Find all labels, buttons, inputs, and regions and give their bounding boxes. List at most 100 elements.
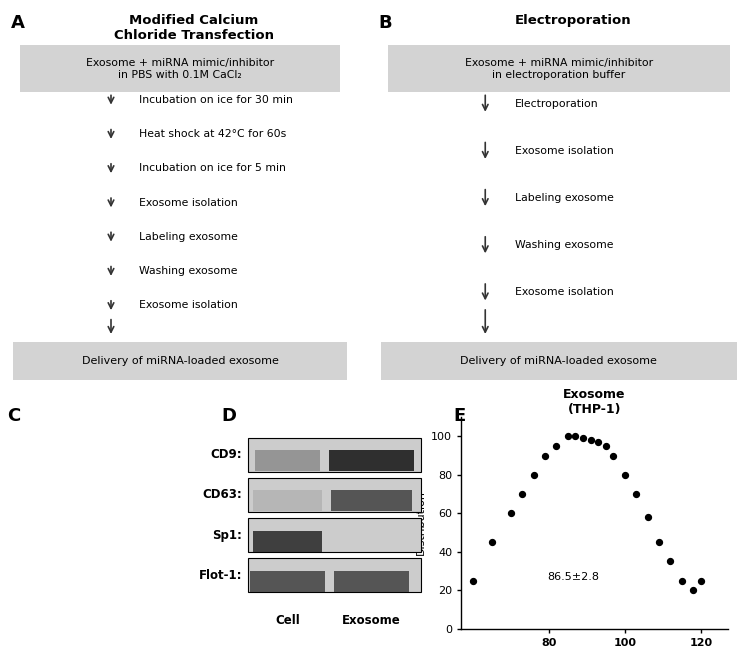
Circle shape — [145, 554, 160, 573]
Circle shape — [104, 482, 130, 513]
Text: 86.5±2.8: 86.5±2.8 — [548, 572, 599, 582]
Text: Exosome + miRNA mimic/inhibitor
in PBS with 0.1M CaCl₂: Exosome + miRNA mimic/inhibitor in PBS w… — [86, 58, 274, 79]
Point — [641, 512, 653, 522]
FancyBboxPatch shape — [250, 571, 325, 592]
FancyBboxPatch shape — [248, 478, 422, 512]
Text: CD63:: CD63: — [202, 489, 242, 501]
Point — [562, 431, 574, 442]
Y-axis label: Distribution: Distribution — [416, 491, 426, 555]
Point — [664, 556, 676, 567]
FancyBboxPatch shape — [255, 450, 320, 471]
Text: Incubation on ice for 30 min: Incubation on ice for 30 min — [139, 95, 292, 105]
Text: Modified Calcium
Chloride Transfection: Modified Calcium Chloride Transfection — [114, 14, 274, 42]
FancyBboxPatch shape — [20, 45, 340, 93]
Text: C: C — [8, 407, 21, 425]
Circle shape — [12, 442, 34, 469]
Text: Labeling exosome: Labeling exosome — [139, 232, 238, 242]
Text: Exosome isolation: Exosome isolation — [514, 287, 613, 297]
FancyBboxPatch shape — [331, 491, 412, 511]
Text: Heat shock at 42°C for 60s: Heat shock at 42°C for 60s — [139, 129, 286, 139]
Circle shape — [125, 553, 144, 576]
Point — [577, 433, 589, 444]
Circle shape — [81, 596, 90, 606]
Circle shape — [88, 465, 94, 473]
Circle shape — [133, 575, 160, 608]
FancyBboxPatch shape — [380, 342, 737, 380]
Text: Electroporation: Electroporation — [515, 14, 632, 27]
Circle shape — [88, 458, 96, 468]
Point — [550, 441, 562, 451]
Circle shape — [135, 465, 162, 496]
Circle shape — [21, 504, 32, 518]
Point — [676, 575, 688, 586]
Circle shape — [153, 518, 174, 544]
Circle shape — [34, 563, 60, 592]
Text: CD9:: CD9: — [211, 448, 242, 461]
Circle shape — [33, 487, 40, 496]
FancyBboxPatch shape — [248, 438, 422, 472]
Circle shape — [160, 550, 180, 575]
Circle shape — [161, 569, 181, 592]
Circle shape — [112, 503, 125, 517]
Circle shape — [137, 464, 145, 473]
Text: Exosome isolation: Exosome isolation — [139, 301, 237, 310]
Circle shape — [33, 565, 49, 583]
Text: Labeling exosome: Labeling exosome — [514, 193, 613, 203]
Text: A: A — [11, 14, 25, 32]
Circle shape — [129, 503, 145, 522]
Point — [600, 441, 612, 451]
Point — [486, 537, 498, 547]
Circle shape — [68, 503, 82, 521]
Circle shape — [148, 601, 167, 624]
FancyBboxPatch shape — [13, 342, 347, 380]
Point — [694, 575, 706, 586]
Circle shape — [135, 530, 145, 541]
Circle shape — [68, 506, 77, 518]
FancyBboxPatch shape — [388, 45, 730, 93]
Circle shape — [97, 519, 112, 538]
Text: E: E — [454, 407, 466, 425]
Circle shape — [113, 602, 132, 625]
Text: Washing exosome: Washing exosome — [139, 266, 237, 276]
Circle shape — [74, 467, 101, 500]
Point — [505, 508, 517, 518]
Circle shape — [26, 585, 38, 599]
Circle shape — [75, 532, 97, 557]
Circle shape — [62, 453, 88, 485]
FancyBboxPatch shape — [248, 518, 422, 552]
Circle shape — [144, 468, 152, 477]
Circle shape — [118, 519, 136, 542]
Point — [569, 431, 581, 442]
Circle shape — [75, 583, 98, 610]
FancyBboxPatch shape — [254, 491, 322, 511]
Text: Delivery of miRNA-loaded exosome: Delivery of miRNA-loaded exosome — [460, 356, 657, 366]
Point — [466, 575, 478, 586]
Text: Exosome isolation: Exosome isolation — [139, 198, 237, 208]
Text: Exosome isolation: Exosome isolation — [514, 146, 613, 156]
FancyBboxPatch shape — [254, 530, 322, 551]
Point — [608, 450, 619, 461]
Circle shape — [31, 533, 44, 549]
Circle shape — [164, 553, 176, 568]
Text: B: B — [379, 14, 392, 32]
Point — [527, 469, 539, 480]
Point — [653, 537, 665, 547]
Text: Exosome: Exosome — [342, 614, 400, 627]
FancyBboxPatch shape — [328, 450, 414, 471]
Circle shape — [41, 478, 63, 504]
Point — [592, 437, 604, 448]
Text: Flot-1:: Flot-1: — [199, 569, 242, 582]
Text: Delivery of miRNA-loaded exosome: Delivery of miRNA-loaded exosome — [82, 356, 278, 366]
Point — [687, 585, 699, 596]
Circle shape — [130, 609, 144, 625]
Text: Cell: Cell — [275, 614, 300, 627]
Circle shape — [64, 488, 71, 496]
Circle shape — [135, 459, 143, 470]
Circle shape — [59, 580, 73, 596]
Title: Exosome
(THP-1): Exosome (THP-1) — [563, 388, 626, 416]
Text: D: D — [221, 407, 236, 425]
Circle shape — [139, 512, 158, 534]
Circle shape — [38, 482, 55, 502]
Circle shape — [49, 582, 56, 591]
Text: Washing exosome: Washing exosome — [514, 240, 613, 250]
